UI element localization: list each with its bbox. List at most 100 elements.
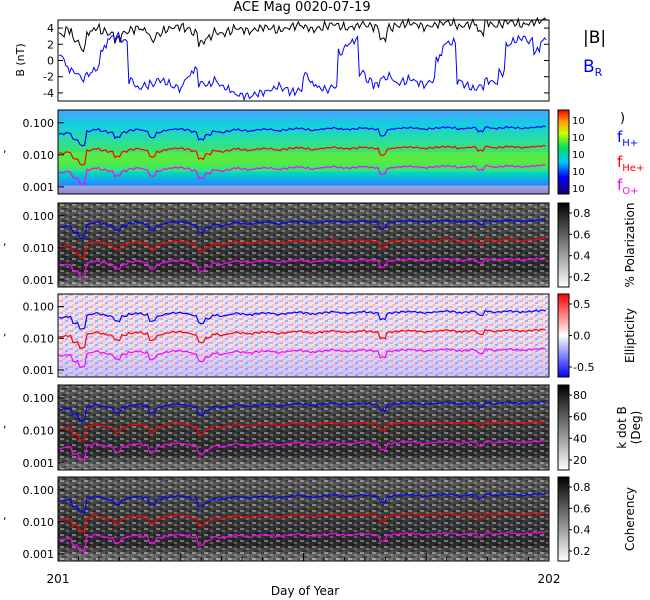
power-floor bbox=[58, 185, 549, 194]
colorbar-label: Coherency bbox=[623, 487, 637, 551]
gyro-line-f_h bbox=[58, 400, 546, 423]
legend-f-o-sub: O+ bbox=[622, 186, 638, 197]
y-tick-label: 0.100 bbox=[23, 301, 55, 314]
colorbar-tick-label: 0.6 bbox=[573, 228, 591, 241]
y-axis-fragment: , bbox=[3, 509, 7, 522]
gyro-line-f_he bbox=[58, 511, 546, 534]
legend-b-total: |B| bbox=[583, 28, 606, 48]
y-tick-label: 0.100 bbox=[23, 117, 55, 130]
colorbar bbox=[557, 476, 570, 562]
colorbar-tick-label: 0.2 bbox=[573, 545, 591, 558]
colorbar bbox=[557, 109, 570, 195]
colorbar-tick-label: 0.8 bbox=[573, 481, 591, 494]
power-colorbar-note: ) bbox=[620, 111, 625, 126]
y-tick-label: 0.001 bbox=[23, 364, 55, 377]
y-tick-label: 0.010 bbox=[23, 242, 55, 255]
series-line-b_total bbox=[58, 16, 547, 53]
spectral-panel-polarization: 0.100 0.010 0.001, 0.8 0.6 0.4 0.2 % Polarizati… bbox=[3, 202, 637, 288]
legend-b-r-sub: R bbox=[595, 66, 603, 79]
gyro-line-f_h bbox=[58, 125, 546, 147]
colorbar bbox=[557, 293, 570, 378]
gyro-line-f_h bbox=[58, 218, 546, 240]
gyro-line-f_o bbox=[58, 164, 546, 186]
colorbar-tick-label: 0.5 bbox=[573, 298, 591, 311]
y-tick-label: 0.010 bbox=[23, 424, 55, 437]
panel-texture bbox=[58, 203, 549, 287]
field-y-tick-label: -4 bbox=[43, 87, 54, 100]
colorbar-label: k dot B bbox=[615, 406, 629, 448]
colorbar-power-label: 10 bbox=[572, 150, 585, 161]
gyro-line-f_he bbox=[58, 328, 546, 349]
gyro-line-f_he bbox=[58, 419, 546, 442]
y-tick-label: 0.010 bbox=[23, 149, 55, 162]
legend-f-h-main: f bbox=[617, 128, 623, 146]
colorbar-tick-label: 80 bbox=[573, 389, 587, 402]
panel-frame bbox=[57, 202, 550, 288]
gyro-line-f_he bbox=[58, 237, 546, 259]
x-axis-label: Day of Year bbox=[271, 584, 339, 598]
chart-title: ACE Mag 0020-07-19 bbox=[233, 0, 370, 15]
legend-f-o-main: f bbox=[617, 176, 623, 194]
legend-b-r: BR bbox=[583, 57, 603, 79]
legend-f-he: fHe+ bbox=[617, 153, 644, 174]
colorbar-label: Ellipticity bbox=[623, 308, 637, 363]
panels: 420-2-4B (nT)0.1000.0100.001,10101010100… bbox=[3, 16, 643, 562]
colorbar-tick-label: 0.6 bbox=[573, 502, 591, 515]
legend-f-o: fO+ bbox=[617, 176, 639, 197]
y-axis-fragment: , bbox=[3, 326, 7, 339]
field-y-tick-label: 0 bbox=[47, 55, 54, 68]
colorbar-tick-label: 0.4 bbox=[573, 524, 591, 537]
colorbar-tick-label: 60 bbox=[573, 411, 587, 424]
series-line-b_r bbox=[58, 30, 547, 102]
panel-frame bbox=[57, 384, 550, 471]
panel-texture bbox=[58, 385, 549, 470]
panel-background bbox=[58, 110, 549, 194]
field-legend: |B| BR bbox=[583, 28, 606, 79]
panel-texture bbox=[58, 294, 549, 377]
y-axis-fragment: , bbox=[3, 235, 7, 248]
legend-f-h-sub: H+ bbox=[622, 138, 638, 149]
gyro-line-f_h bbox=[58, 492, 546, 514]
gyro-line-f_o bbox=[58, 347, 546, 369]
panel-texture bbox=[58, 477, 549, 561]
legend-b-r-main: B bbox=[583, 57, 595, 77]
colorbar-label-unit: (Deg) bbox=[629, 411, 643, 445]
gyro-line-f_o bbox=[58, 531, 546, 553]
colorbar-tick-label: 40 bbox=[573, 432, 587, 445]
gyro-legend: fH+ fHe+ fO+ ) bbox=[617, 111, 644, 197]
field-y-tick-label: 2 bbox=[47, 38, 54, 51]
colorbar-tick-label: 0.8 bbox=[573, 207, 591, 220]
y-axis-fragment: , bbox=[3, 418, 7, 431]
x-tick-start: 201 bbox=[47, 572, 70, 586]
y-tick-label: 0.001 bbox=[23, 181, 55, 194]
colorbar-power-label: 10 bbox=[572, 116, 585, 127]
spectral-panel-ellipticity: 0.100 0.010 0.001, 0.5 0.0 -0.5 Ellipticity bbox=[3, 293, 637, 378]
colorbar-tick-label: 0.2 bbox=[573, 271, 591, 284]
colorbar-label: % Polarization bbox=[623, 203, 637, 288]
field-y-tick-label: 4 bbox=[47, 22, 54, 35]
colorbar-power-label: 10 bbox=[572, 184, 585, 195]
colorbar bbox=[557, 384, 570, 471]
field-y-label: B (nT) bbox=[14, 43, 27, 76]
legend-f-he-sub: He+ bbox=[622, 163, 644, 174]
x-tick-end: 202 bbox=[538, 572, 561, 586]
gyro-line-f_h bbox=[58, 309, 546, 330]
y-tick-label: 0.010 bbox=[23, 516, 55, 529]
field-y-tick-label: -2 bbox=[43, 71, 54, 84]
colorbar bbox=[557, 202, 570, 288]
y-axis-fragment: , bbox=[3, 142, 7, 155]
x-axis: 201 202 Day of Year bbox=[47, 572, 561, 598]
spectral-panel-coherency: 0.100 0.010 0.001, 0.8 0.6 0.4 0.2 Coherency bbox=[3, 476, 637, 562]
y-tick-label: 0.001 bbox=[23, 274, 55, 287]
y-tick-label: 0.010 bbox=[23, 332, 55, 345]
colorbar-tick-label: 0.4 bbox=[573, 250, 591, 263]
y-tick-label: 0.100 bbox=[23, 484, 55, 497]
panel-frame bbox=[57, 293, 550, 378]
field-panel-frame bbox=[57, 19, 550, 102]
spectral-panel-power: 0.100 0.010 0.001, 10 10 10 10 10 bbox=[3, 109, 585, 195]
y-tick-label: 0.100 bbox=[23, 210, 55, 223]
gyro-line-f_he bbox=[58, 144, 546, 166]
legend-f-h: fH+ bbox=[617, 128, 638, 149]
panel-frame bbox=[57, 109, 550, 195]
